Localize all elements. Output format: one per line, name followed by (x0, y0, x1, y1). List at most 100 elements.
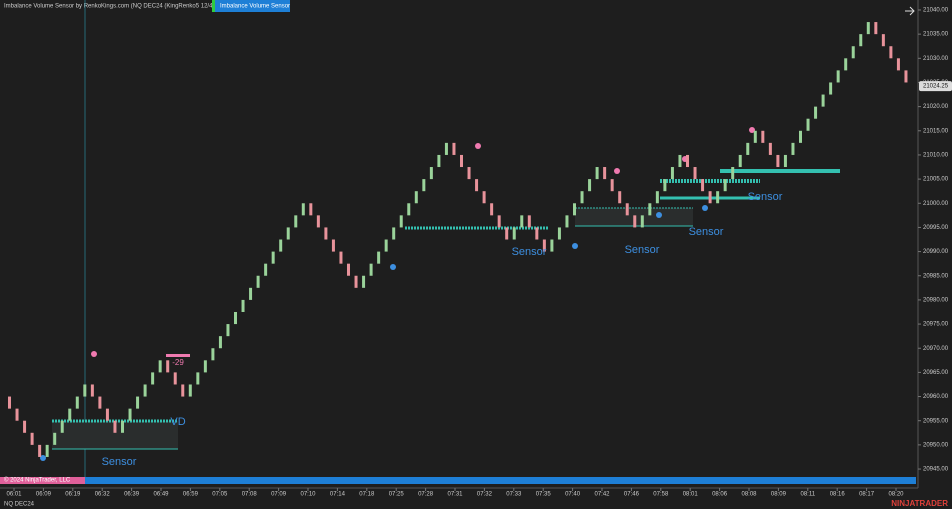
renko-brick (520, 215, 524, 228)
renko-brick (814, 106, 818, 119)
renko-brick (783, 154, 787, 168)
renko-brick (768, 142, 772, 155)
renko-brick (399, 215, 403, 228)
y-tick-label: 20965.00 (923, 370, 949, 376)
renko-brick (68, 408, 72, 421)
renko-brick (482, 191, 486, 204)
y-tick-label: 20995.00 (923, 225, 949, 231)
volume-strip (0, 477, 916, 484)
x-tick-label: 07:05 (212, 492, 228, 498)
renko-brick (362, 275, 366, 288)
x-tick-label: 06:09 (36, 492, 52, 498)
x-tick-label: 08:16 (830, 492, 846, 498)
renko-brick (113, 420, 117, 433)
renko-brick (128, 408, 132, 421)
renko-brick (663, 179, 667, 192)
x-tick-label: 06:59 (183, 492, 199, 498)
renko-brick (414, 191, 418, 204)
y-tick-label: 20975.00 (923, 322, 949, 328)
renko-brick (588, 179, 592, 192)
renko-brick (708, 191, 712, 204)
y-tick-label: 21040.00 (923, 8, 949, 14)
renko-brick (324, 227, 328, 240)
x-tick-label: 07:40 (565, 492, 581, 498)
renko-brick (188, 384, 192, 397)
x-tick-label: 08:09 (771, 492, 787, 498)
renko-brick (505, 227, 509, 240)
pivot-dot (572, 243, 578, 249)
renko-brick (181, 384, 185, 397)
renko-brick (542, 239, 546, 252)
tab-label[interactable]: Imbalance Volume Sensor (220, 4, 290, 10)
renko-brick (527, 215, 531, 228)
renko-brick (218, 336, 222, 349)
x-tick-label: 06:39 (124, 492, 140, 498)
renko-brick (444, 142, 448, 155)
renko-brick (241, 299, 245, 312)
renko-brick (851, 46, 855, 59)
y-tick-label: 21035.00 (923, 32, 949, 38)
x-tick-label: 08:01 (683, 492, 699, 498)
renko-brick (648, 203, 652, 216)
instrument-label: NQ DEC24 (4, 502, 35, 508)
y-tick-label: 20945.00 (923, 467, 949, 473)
brand: NINJATRADER (891, 499, 948, 508)
renko-brick (904, 70, 908, 83)
pivot-dot (749, 127, 755, 133)
renko-brick (670, 167, 674, 180)
copyright: © 2024 NinjaTrader, LLC (4, 477, 71, 484)
pivot-dot (390, 264, 396, 270)
renko-brick (791, 142, 795, 155)
y-tick-label: 20955.00 (923, 418, 949, 424)
pivot-dot (475, 143, 481, 149)
renko-brick (234, 311, 237, 325)
renko-brick (716, 191, 720, 204)
x-tick-label: 07:35 (536, 492, 552, 498)
renko-brick (98, 396, 102, 409)
x-tick-label: 08:11 (801, 492, 816, 498)
x-tick-label: 07:09 (271, 492, 287, 498)
renko-brick (821, 94, 825, 107)
x-tick-label: 07:28 (418, 492, 434, 498)
y-tick-label: 20970.00 (923, 346, 949, 352)
renko-brick (490, 203, 494, 216)
renko-brick (173, 372, 177, 385)
x-tick-label: 07:25 (389, 492, 405, 498)
y-tick-label: 20960.00 (923, 394, 949, 400)
x-tick-label: 08:08 (741, 492, 757, 498)
renko-brick (844, 58, 848, 71)
pivot-dot (614, 168, 620, 174)
renko-brick (316, 215, 320, 228)
renko-brick (354, 275, 358, 288)
pivot-dot (656, 212, 662, 218)
renko-brick (301, 203, 305, 216)
x-tick-label: 07:58 (653, 492, 669, 498)
renko-brick (640, 215, 644, 228)
renko-brick (90, 384, 94, 397)
pivot-dots (40, 127, 755, 461)
renko-brick (158, 360, 162, 373)
renko-brick (347, 263, 350, 276)
renko-brick (75, 396, 79, 409)
volume-strip-start (0, 477, 85, 484)
renko-brick (799, 130, 802, 143)
x-tick-label: 07:08 (242, 492, 258, 498)
renko-brick (686, 154, 689, 168)
renko-brick (203, 360, 207, 373)
tab-accent (212, 0, 215, 12)
y-tick-label: 21000.00 (923, 201, 949, 207)
last-price-label: 21024.25 (923, 84, 949, 90)
renko-brick (211, 348, 215, 361)
renko-brick (881, 34, 885, 47)
x-tick-label: 07:32 (477, 492, 493, 498)
renko-brick (655, 191, 659, 204)
renko-brick (437, 154, 441, 168)
arrow-icon[interactable] (905, 6, 915, 16)
renko-brick (467, 167, 471, 180)
renko-brick (121, 420, 124, 433)
y-tick-label: 20990.00 (923, 249, 949, 255)
indicator-tab[interactable] (212, 0, 290, 12)
renko-brick (836, 70, 840, 83)
renko-brick (535, 227, 539, 240)
